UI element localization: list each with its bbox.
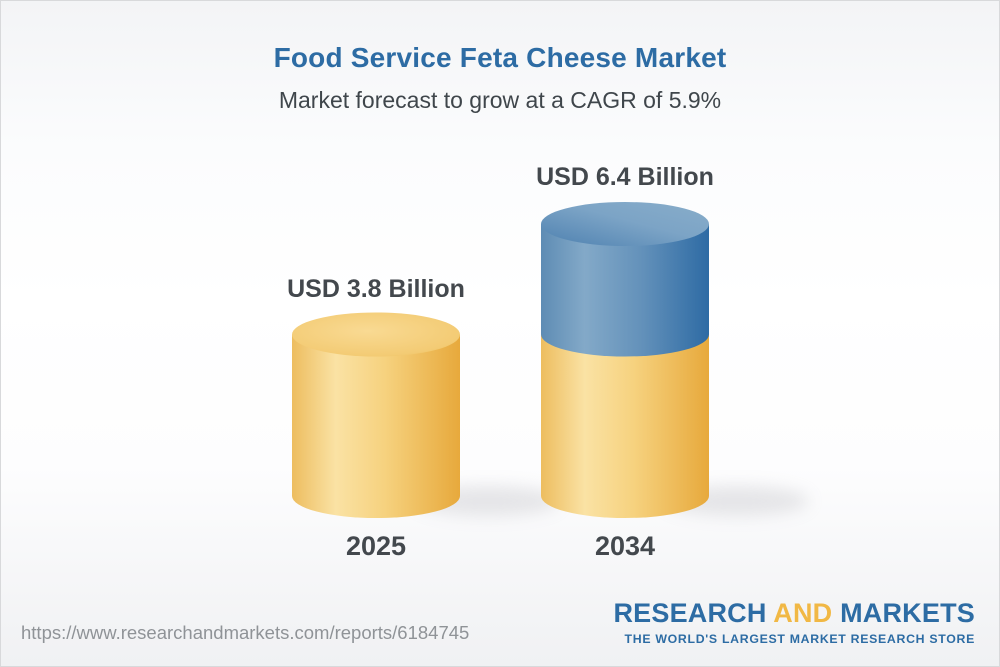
cylinder-top-face (541, 202, 709, 246)
page-subtitle: Market forecast to grow at a CAGR of 5.9… (278, 87, 722, 113)
bar-value-label-2034: USD 6.4 Billion (536, 163, 714, 191)
logo-wordmark: RESEARCH AND MARKETS (613, 598, 975, 629)
logo-word-and: AND (773, 598, 833, 628)
logo-tagline: THE WORLD'S LARGEST MARKET RESEARCH STOR… (624, 632, 975, 646)
bar-cylinder-2025 (292, 312, 560, 518)
bar-value-label-2025: USD 3.8 Billion (287, 275, 465, 303)
growth-segment (541, 224, 709, 357)
axis-label-2025: 2025 (345, 531, 407, 561)
logo-word-research: RESEARCH (613, 598, 767, 628)
base-segment (292, 334, 460, 518)
logo-word-markets: MARKETS (840, 598, 975, 628)
research-and-markets-logo: RESEARCH AND MARKETS THE WORLD'S LARGEST… (613, 598, 975, 646)
base-segment (541, 333, 709, 518)
source-url[interactable]: https://www.researchandmarkets.com/repor… (21, 622, 470, 643)
cylinder-top-face (292, 312, 460, 357)
bar-cylinder-2034 (541, 202, 809, 518)
page-title: Food Service Feta Cheese Market (273, 42, 727, 73)
axis-label-2034: 2034 (594, 531, 656, 561)
